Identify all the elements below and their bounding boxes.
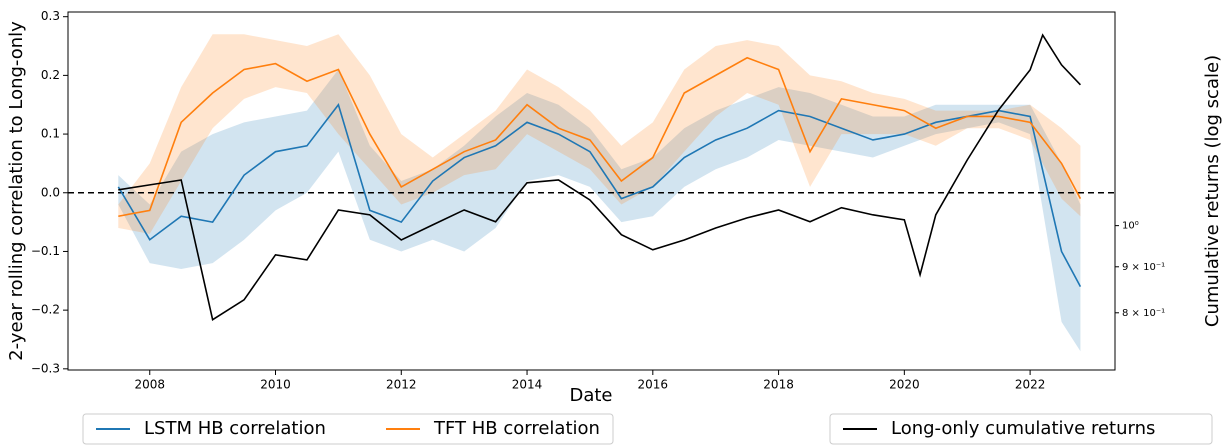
- y2-axis-label: Cumulative returns (log scale): [1202, 55, 1223, 327]
- x-tick-label: 2018: [763, 378, 794, 392]
- legend-label: Long-only cumulative returns: [891, 418, 1155, 439]
- y-tick-label: −0.1: [31, 244, 60, 258]
- y-tick-label: 0.2: [41, 68, 60, 82]
- x-tick-label: 2010: [260, 378, 291, 392]
- plot-frame: [67, 11, 1116, 371]
- series-line: [118, 33, 1081, 321]
- x-axis-label: Date: [569, 385, 612, 406]
- x-tick-label: 2012: [386, 378, 417, 392]
- y-tick-label: −0.2: [31, 303, 60, 317]
- y2-tick-label: 9 × 10⁻¹: [1122, 262, 1165, 273]
- legend-box: [829, 413, 1213, 445]
- y-axis-label: 2-year rolling correlation to Long-only: [6, 21, 27, 361]
- x-tick-label: 2020: [889, 378, 920, 392]
- y-tick-label: 0.3: [41, 9, 60, 23]
- y-tick-label: 0.1: [41, 127, 60, 141]
- x-tick-label: 2022: [1015, 378, 1046, 392]
- legend-label: TFT HB correlation: [433, 418, 600, 439]
- x-tick-label: 2014: [512, 378, 543, 392]
- confidence-band: [118, 69, 1081, 352]
- confidence-band: [118, 34, 1081, 234]
- y-tick-label: 0.0: [41, 185, 60, 199]
- series-line: [117, 102, 1082, 288]
- y-tick-label: −0.3: [31, 361, 60, 375]
- legend-label: LSTM HB correlation: [144, 418, 326, 439]
- y2-tick-label: 10⁰: [1122, 221, 1139, 232]
- y2-tick-label: 8 × 10⁻¹: [1122, 308, 1165, 319]
- x-tick-label: 2008: [134, 378, 165, 392]
- legend-box: [82, 413, 614, 445]
- x-tick-label: 2016: [638, 378, 669, 392]
- series-line: [118, 56, 1082, 218]
